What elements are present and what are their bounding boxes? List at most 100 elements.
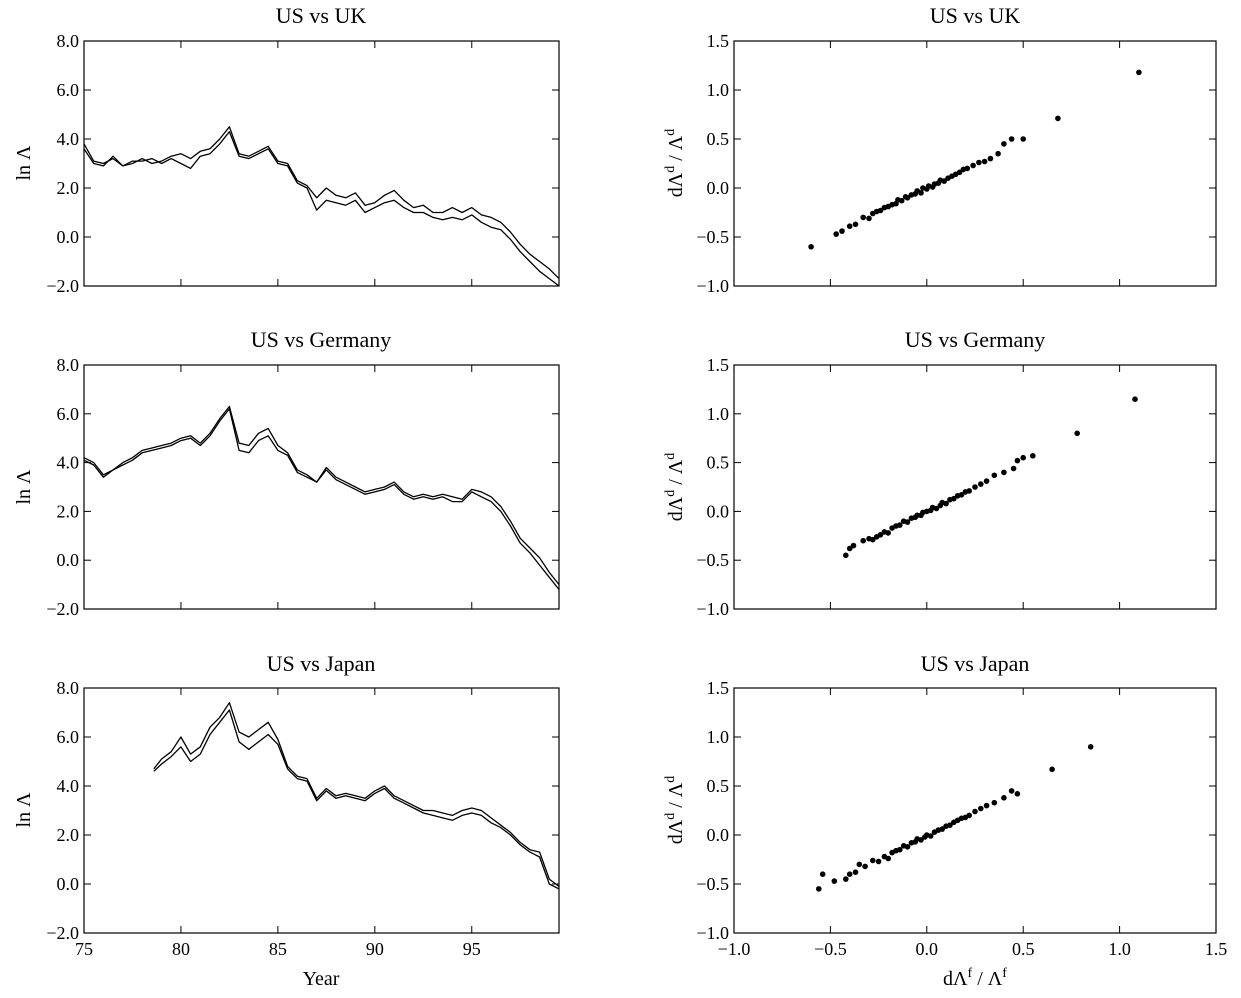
data-point — [1074, 430, 1080, 437]
data-point — [1008, 136, 1015, 142]
y-tick-label: −0.5 — [696, 874, 729, 894]
y-axis-label: ln Λ — [13, 792, 35, 828]
data-point — [1030, 453, 1036, 459]
data-point — [856, 861, 863, 868]
data-point — [1055, 115, 1061, 122]
panel-us-germany-scatter: US vs Germany dΛd / Λd −1.0 −0.5 0.0 0.5 1.0… — [663, 327, 1217, 619]
data-point — [870, 536, 876, 543]
x-tick-label: −0.5 — [814, 939, 847, 959]
y-tick-label: 1.0 — [707, 404, 730, 424]
plot-frame — [733, 687, 1217, 934]
series-line — [83, 405, 560, 586]
data-point — [862, 863, 868, 870]
data-point — [860, 537, 866, 544]
y-tick-label: 0.5 — [707, 453, 730, 473]
y-tick-label: 8.0 — [57, 355, 80, 375]
panel-us-japan-timeseries: US vs Japan ln Λ Year −2.0 0.0 2.0 4.0 6.0 8.… — [13, 651, 560, 990]
data-point — [808, 244, 814, 250]
y-tick-label: 2.0 — [57, 501, 80, 521]
y-tick-label: 2.0 — [57, 178, 80, 198]
y-tick-label: −0.5 — [696, 550, 729, 570]
data-point — [972, 808, 978, 815]
data-point — [846, 871, 853, 877]
data-point — [1001, 795, 1007, 801]
y-tick-label: 1.5 — [707, 355, 730, 375]
y-tick-label: 0.5 — [707, 776, 730, 796]
series-line — [83, 408, 560, 590]
data-point — [978, 481, 984, 487]
panel-title: US vs UK — [930, 3, 1021, 28]
y-tick-label: 0.0 — [707, 825, 730, 845]
y-tick-label: −1.0 — [696, 923, 729, 943]
data-point — [1136, 69, 1142, 76]
data-point — [966, 812, 972, 819]
data-point — [1010, 465, 1017, 472]
y-tick-label: 1.0 — [707, 80, 730, 100]
data-point — [995, 150, 1001, 157]
y-tick-label: 0.0 — [57, 874, 80, 894]
data-point — [839, 228, 845, 234]
data-point — [897, 846, 903, 853]
y-tick-label: −2.0 — [46, 276, 79, 296]
data-point — [866, 215, 872, 222]
data-point — [904, 519, 911, 525]
data-point — [939, 826, 945, 832]
data-point — [947, 822, 953, 828]
data-point — [983, 478, 990, 484]
data-point — [898, 197, 905, 204]
data-point — [976, 159, 982, 166]
data-point — [1020, 136, 1026, 142]
data-point — [981, 158, 988, 165]
y-tick-label: 1.5 — [707, 678, 730, 698]
data-point — [970, 162, 976, 169]
y-tick-label: −0.5 — [696, 227, 729, 247]
data-point — [833, 231, 839, 237]
panel-title: US vs Germany — [251, 327, 392, 352]
data-point — [956, 169, 963, 176]
data-point — [852, 869, 859, 875]
data-point — [1132, 396, 1138, 403]
series-line — [153, 702, 560, 888]
y-tick-label: 2.0 — [57, 825, 80, 845]
data-point — [904, 195, 911, 201]
y-tick-label: 8.0 — [57, 31, 80, 51]
data-point — [843, 552, 849, 559]
data-point — [918, 190, 924, 196]
data-point — [943, 500, 949, 507]
y-tick-label: 0.0 — [57, 227, 80, 247]
data-point — [927, 833, 934, 839]
x-tick-label: 1.0 — [1108, 939, 1131, 959]
y-tick-label: 6.0 — [57, 404, 80, 424]
series-line — [83, 131, 560, 287]
data-point — [1014, 791, 1021, 797]
y-tick-label: −2.0 — [46, 599, 79, 619]
data-point — [897, 522, 903, 528]
panel-us-japan-scatter: US vs Japan dΛd / Λd dΛf / Λf −1.0 −0.5 0.… — [663, 651, 1227, 990]
data-point — [978, 805, 984, 812]
y-axis-label: dΛd / Λd — [663, 776, 687, 845]
panel-us-uk-timeseries: US vs UK ln Λ −2.0 0.0 2.0 4.0 6.0 8.0 — [13, 3, 560, 296]
y-tick-label: 6.0 — [57, 80, 80, 100]
data-point — [991, 472, 998, 479]
series-line — [83, 126, 560, 280]
data-point — [831, 878, 838, 884]
panel-us-germany-timeseries: US vs Germany ln Λ −2.0 0.0 2.0 4.0 6.0 8.0 — [13, 327, 560, 619]
y-tick-label: 6.0 — [57, 727, 80, 747]
data-point — [966, 488, 972, 494]
panel-title: US vs Germany — [905, 327, 1046, 352]
data-point — [951, 495, 957, 502]
data-point — [816, 886, 822, 892]
data-point — [1008, 788, 1015, 794]
y-axis-label: dΛd / Λd — [663, 129, 687, 198]
panel-us-uk-scatter: US vs UK dΛd / Λd −1.0 −0.5 0.0 0.5 1.0 1.5 — [663, 3, 1217, 296]
data-point — [972, 484, 978, 490]
x-tick-label: 1.5 — [1205, 939, 1228, 959]
data-point — [870, 857, 876, 864]
series-line — [153, 709, 560, 890]
y-tick-label: 0.5 — [707, 129, 730, 149]
data-point — [877, 532, 884, 538]
data-point — [987, 155, 994, 162]
data-point — [983, 802, 990, 809]
panel-title: US vs Japan — [921, 651, 1030, 676]
data-point — [958, 492, 965, 498]
